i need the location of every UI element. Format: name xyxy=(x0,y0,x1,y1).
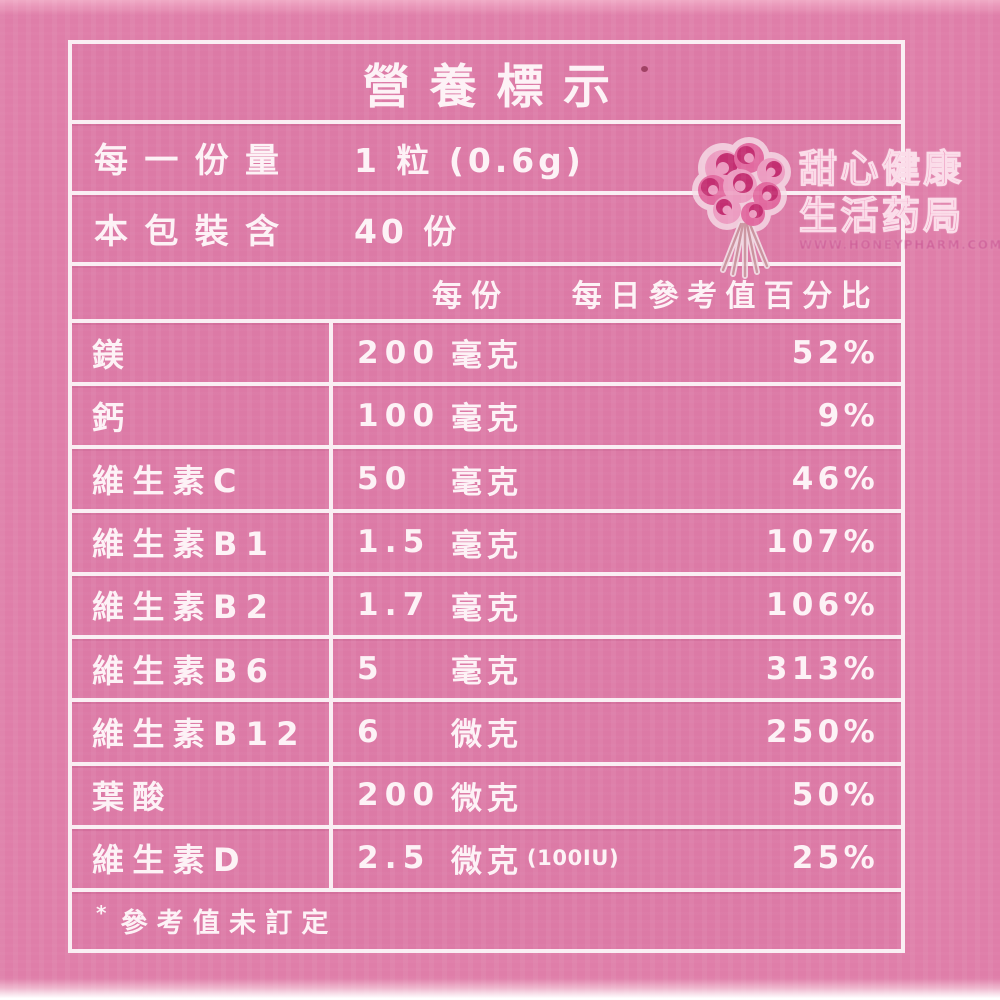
nutrient-values: 1.5 毫克 107% xyxy=(333,513,901,572)
amount-unit: 毫克 xyxy=(451,401,523,438)
amount-unit: 毫克 xyxy=(451,590,523,627)
nutrient-name: 維生素B2 xyxy=(72,575,333,636)
table-row: 維生素B6 5 毫克 313% xyxy=(72,635,901,699)
table-row: 維生素B2 1.7 毫克 106% xyxy=(72,571,901,636)
table-row: 葉酸 200 微克 50% xyxy=(72,761,901,825)
table-title-row: 營養標示 xyxy=(72,44,901,120)
nutrient-name: 維生素C xyxy=(72,449,333,509)
package-top-edge xyxy=(0,0,1000,16)
nutrient-name: 維生素B1 xyxy=(72,512,333,572)
daily-percent: 313% xyxy=(765,650,879,687)
amount-value: 1.7 xyxy=(357,587,431,624)
nutrition-table: 營養標示 每一份量 1 粒 (0.6g) 本包裝含 40 份 每份 每日參考值百… xyxy=(68,40,905,953)
servings-per-pack-label: 本包裝含 xyxy=(94,212,296,252)
amount-value: 200 xyxy=(357,777,441,814)
daily-percent: 107% xyxy=(765,524,879,561)
nutrient-name: 葉酸 xyxy=(72,765,333,825)
amount-value: 5 xyxy=(357,650,385,687)
amount-value: 50 xyxy=(357,461,413,498)
amount-value: 2.5 xyxy=(357,840,431,877)
table-row: 維生素B12 6 微克 250% xyxy=(72,698,901,762)
servings-per-pack-value: 40 份 xyxy=(354,211,461,251)
nutrient-values: 50 毫克 46% xyxy=(333,449,901,508)
footnote-text: 參考值未訂定 xyxy=(120,907,338,939)
amount-unit: 毫克 xyxy=(451,464,523,501)
daily-percent: 9% xyxy=(817,397,879,434)
amount-unit: 毫克 xyxy=(451,527,523,564)
amount-unit: 微克 xyxy=(451,780,523,817)
daily-percent: 46% xyxy=(791,461,879,498)
amount-unit: 毫克 xyxy=(451,654,523,691)
daily-percent: 250% xyxy=(765,713,879,750)
amount-value: 200 xyxy=(357,334,441,371)
table-row: 維生素C 50 毫克 46% xyxy=(72,445,901,509)
nutrient-values: 5 毫克 313% xyxy=(333,639,901,698)
nutrient-values: 6 微克 250% xyxy=(333,702,901,761)
amount-note: (100IU) xyxy=(526,846,620,871)
amount-unit: 毫克 xyxy=(451,338,523,375)
amount-unit: 微克 xyxy=(451,843,523,880)
daily-percent: 106% xyxy=(765,587,879,624)
serving-size-label: 每一份量 xyxy=(94,141,296,181)
daily-percent: 25% xyxy=(791,840,879,877)
amount-value: 100 xyxy=(357,397,441,434)
footnote-row: * 參考值未訂定 xyxy=(72,887,901,949)
nutrient-name: 維生素D xyxy=(72,828,333,888)
serving-size-row: 每一份量 1 粒 (0.6g) xyxy=(72,120,901,191)
nutrient-values: 1.7 毫克 106% xyxy=(333,576,901,635)
nutrient-name: 維生素B12 xyxy=(72,702,333,762)
servings-per-pack-row: 本包裝含 40 份 xyxy=(72,191,901,262)
col-header-per-serving: 每份 xyxy=(432,278,510,314)
nutrient-values: 100 毫克 9% xyxy=(333,386,901,445)
footnote-asterisk: * xyxy=(96,901,107,926)
table-row: 維生素B1 1.5 毫克 107% xyxy=(72,508,901,572)
nutrient-name: 鈣 xyxy=(72,386,333,446)
table-row: 維生素D 2.5 微克 (100IU) 25% xyxy=(72,824,901,888)
print-speck xyxy=(641,66,648,72)
nutrient-name: 鎂 xyxy=(72,323,333,383)
package-bottom-edge xyxy=(0,978,1000,1000)
amount-value: 6 xyxy=(357,713,385,750)
column-header-row: 每份 每日參考值百分比 xyxy=(72,262,901,319)
serving-size-value: 1 粒 (0.6g) xyxy=(354,140,585,180)
page-title: 營養標示 xyxy=(362,59,630,115)
nutrient-values: 2.5 微克 (100IU) 25% xyxy=(333,829,901,888)
amount-unit: 微克 xyxy=(451,717,523,754)
col-header-daily-value: 每日參考值百分比 xyxy=(571,278,879,314)
nutrient-values: 200 微克 50% xyxy=(333,766,901,825)
amount-value: 1.5 xyxy=(357,524,431,561)
nutrient-values: 200 毫克 52% xyxy=(333,323,901,382)
daily-percent: 52% xyxy=(791,334,879,371)
daily-percent: 50% xyxy=(791,777,879,814)
table-row: 鈣 100 毫克 9% xyxy=(72,382,901,446)
nutrient-name: 維生素B6 xyxy=(72,639,333,699)
table-row: 鎂 200 毫克 52% xyxy=(72,319,901,383)
